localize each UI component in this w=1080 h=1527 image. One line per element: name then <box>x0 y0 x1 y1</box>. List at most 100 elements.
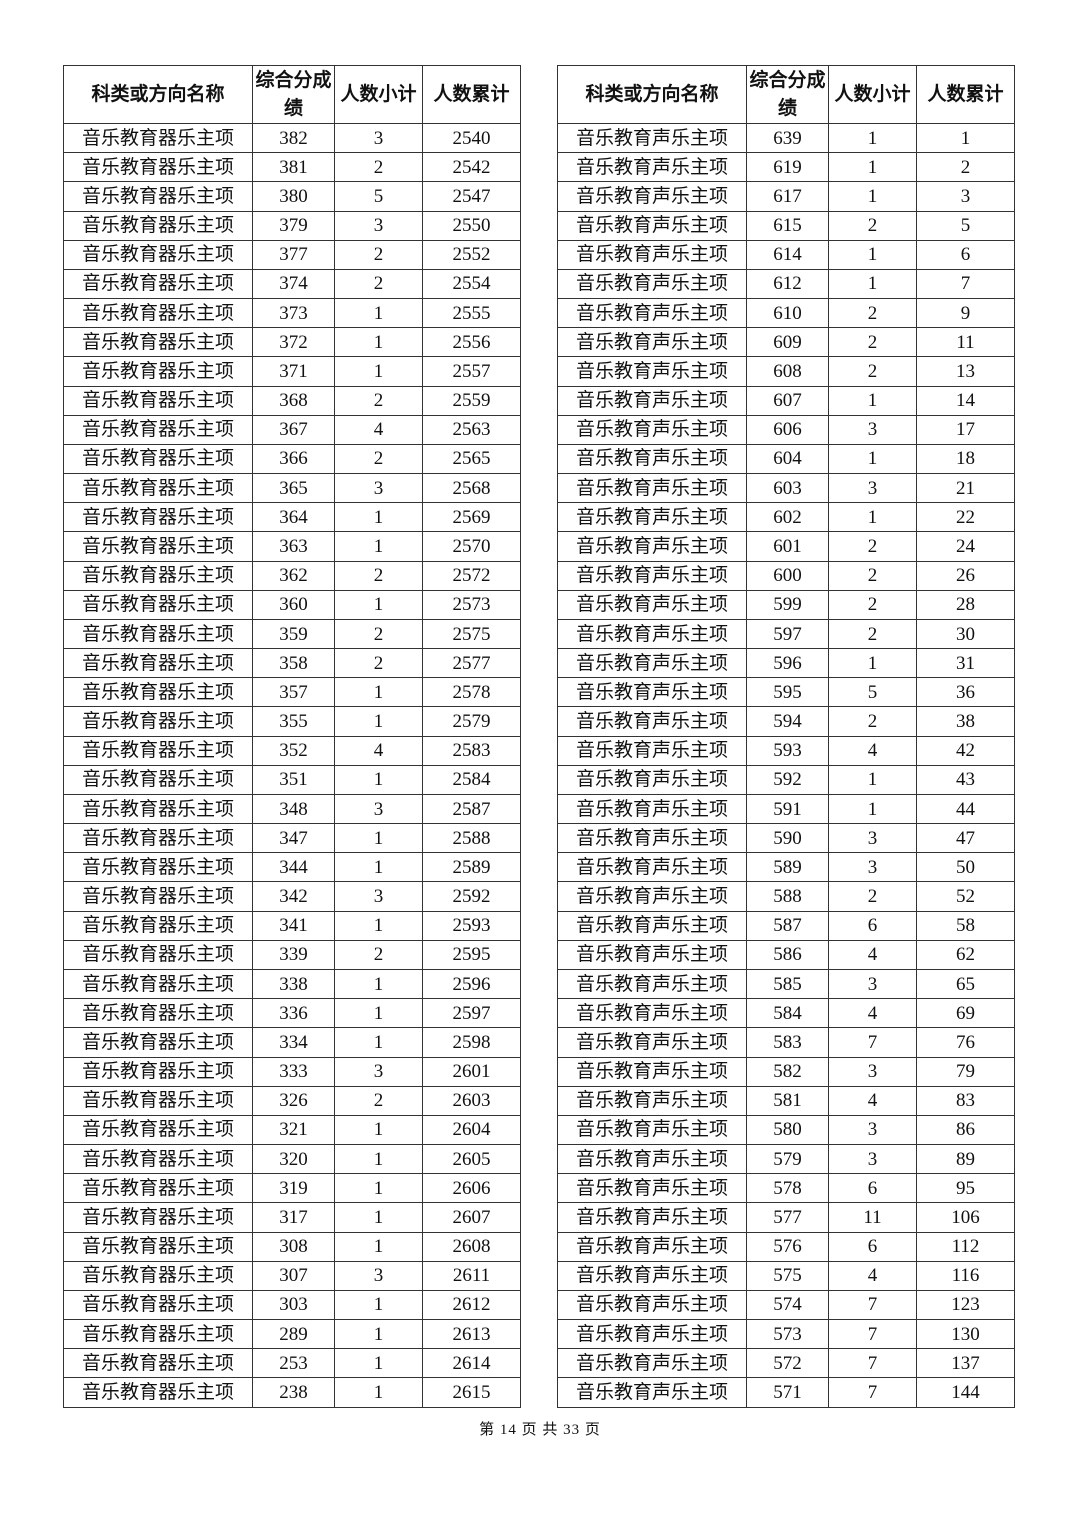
header-cumulative: 人数累计 <box>422 65 521 124</box>
cell-count: 3 <box>334 793 423 825</box>
cell-cumulative: 2570 <box>422 531 521 562</box>
cell-name: 音乐教育声乐主项 <box>557 473 747 504</box>
cell-count: 3 <box>828 823 917 854</box>
table-row: 音乐教育器乐主项 334 1 2598 <box>63 1027 521 1058</box>
cell-name: 音乐教育器乐主项 <box>63 881 253 912</box>
cell-cumulative: 38 <box>916 706 1015 737</box>
cell-score: 610 <box>746 298 829 329</box>
cell-cumulative: 24 <box>916 531 1015 562</box>
cell-count: 1 <box>334 998 423 1029</box>
cell-score: 355 <box>252 706 335 737</box>
cell-score: 608 <box>746 356 829 387</box>
table-row: 音乐教育器乐主项 367 4 2563 <box>63 414 521 445</box>
cell-name: 音乐教育器乐主项 <box>63 968 253 1000</box>
cell-name: 音乐教育声乐主项 <box>557 414 747 445</box>
header-cumulative: 人数累计 <box>916 65 1015 124</box>
cell-score: 317 <box>252 1202 335 1233</box>
cell-name: 音乐教育声乐主项 <box>557 1348 747 1379</box>
table-row: 音乐教育器乐主项 382 3 2540 <box>63 122 521 154</box>
cell-cumulative: 2593 <box>422 910 521 941</box>
cell-count: 1 <box>828 239 917 270</box>
table-row: 音乐教育声乐主项 609 2 11 <box>557 327 1015 358</box>
table-row: 音乐教育声乐主项 578 6 95 <box>557 1173 1015 1204</box>
table-row: 音乐教育声乐主项 601 2 24 <box>557 531 1015 562</box>
cell-score: 347 <box>252 823 335 854</box>
cell-name: 音乐教育器乐主项 <box>63 502 253 533</box>
cell-name: 音乐教育器乐主项 <box>63 852 253 883</box>
table-row: 音乐教育器乐主项 336 1 2597 <box>63 998 521 1029</box>
cell-cumulative: 2597 <box>422 998 521 1029</box>
cell-name: 音乐教育声乐主项 <box>557 881 747 912</box>
cell-name: 音乐教育声乐主项 <box>557 1144 747 1175</box>
cell-name: 音乐教育声乐主项 <box>557 502 747 533</box>
cell-count: 5 <box>334 181 423 212</box>
cell-cumulative: 2604 <box>422 1114 521 1146</box>
cell-score: 595 <box>746 677 829 708</box>
cell-cumulative: 95 <box>916 1173 1015 1204</box>
cell-name: 音乐教育声乐主项 <box>557 1260 747 1291</box>
cell-name: 音乐教育器乐主项 <box>63 327 253 358</box>
cell-score: 609 <box>746 327 829 358</box>
cell-cumulative: 62 <box>916 939 1015 970</box>
cell-count: 1 <box>828 443 917 475</box>
cell-name: 音乐教育声乐主项 <box>557 1056 747 1087</box>
cell-cumulative: 2575 <box>422 618 521 650</box>
cell-name: 音乐教育声乐主项 <box>557 1377 747 1408</box>
table-row: 音乐教育声乐主项 575 4 116 <box>557 1260 1015 1291</box>
table-row: 音乐教育器乐主项 333 3 2601 <box>63 1056 521 1087</box>
cell-count: 2 <box>334 385 423 416</box>
cell-count: 3 <box>334 1056 423 1087</box>
cell-count: 1 <box>334 1173 423 1204</box>
cell-cumulative: 2596 <box>422 968 521 1000</box>
table-row: 音乐教育器乐主项 326 2 2603 <box>63 1085 521 1116</box>
cell-cumulative: 2565 <box>422 443 521 475</box>
cell-cumulative: 2568 <box>422 473 521 504</box>
table-row: 音乐教育声乐主项 606 3 17 <box>557 414 1015 445</box>
cell-count: 1 <box>334 1377 423 1408</box>
table-row: 音乐教育器乐主项 307 3 2611 <box>63 1260 521 1291</box>
table-row: 音乐教育声乐主项 583 7 76 <box>557 1027 1015 1058</box>
cell-score: 373 <box>252 298 335 329</box>
cell-score: 363 <box>252 531 335 562</box>
cell-count: 7 <box>828 1027 917 1058</box>
table-row: 音乐教育器乐主项 366 2 2565 <box>63 443 521 475</box>
cell-name: 音乐教育声乐主项 <box>557 735 747 766</box>
cell-name: 音乐教育器乐主项 <box>63 1377 253 1408</box>
table-row: 音乐教育声乐主项 599 2 28 <box>557 589 1015 620</box>
table-row: 音乐教育声乐主项 588 2 52 <box>557 881 1015 912</box>
cell-count: 6 <box>828 910 917 941</box>
cell-name: 音乐教育器乐主项 <box>63 589 253 620</box>
table-row: 音乐教育器乐主项 365 3 2568 <box>63 473 521 504</box>
cell-cumulative: 89 <box>916 1144 1015 1175</box>
cell-count: 1 <box>334 1319 423 1350</box>
cell-name: 音乐教育器乐主项 <box>63 1202 253 1233</box>
table-row: 音乐教育器乐主项 355 1 2579 <box>63 706 521 737</box>
cell-name: 音乐教育器乐主项 <box>63 648 253 679</box>
cell-name: 音乐教育声乐主项 <box>557 239 747 270</box>
table-row: 音乐教育声乐主项 597 2 30 <box>557 618 1015 650</box>
table-row: 音乐教育器乐主项 380 5 2547 <box>63 181 521 212</box>
cell-name: 音乐教育器乐主项 <box>63 1144 253 1175</box>
cell-score: 589 <box>746 852 829 883</box>
cell-count: 1 <box>334 1348 423 1379</box>
cell-cumulative: 130 <box>916 1319 1015 1350</box>
cell-score: 606 <box>746 414 829 445</box>
cell-cumulative: 21 <box>916 473 1015 504</box>
table-row: 音乐教育声乐主项 584 4 69 <box>557 998 1015 1029</box>
cell-count: 2 <box>334 239 423 270</box>
cell-cumulative: 17 <box>916 414 1015 445</box>
cell-score: 333 <box>252 1056 335 1087</box>
cell-score: 359 <box>252 618 335 650</box>
cell-name: 音乐教育声乐主项 <box>557 385 747 416</box>
cell-count: 3 <box>334 473 423 504</box>
cell-cumulative: 76 <box>916 1027 1015 1058</box>
table-row: 音乐教育声乐主项 586 4 62 <box>557 939 1015 970</box>
cell-score: 360 <box>252 589 335 620</box>
cell-cumulative: 116 <box>916 1260 1015 1291</box>
cell-name: 音乐教育器乐主项 <box>63 298 253 329</box>
cell-count: 1 <box>828 385 917 416</box>
table-row: 音乐教育器乐主项 363 1 2570 <box>63 531 521 562</box>
cell-cumulative: 2579 <box>422 706 521 737</box>
table-header-row: 科类或方向名称 综合分成绩 人数小计 人数累计 <box>63 65 521 124</box>
cell-score: 379 <box>252 210 335 241</box>
